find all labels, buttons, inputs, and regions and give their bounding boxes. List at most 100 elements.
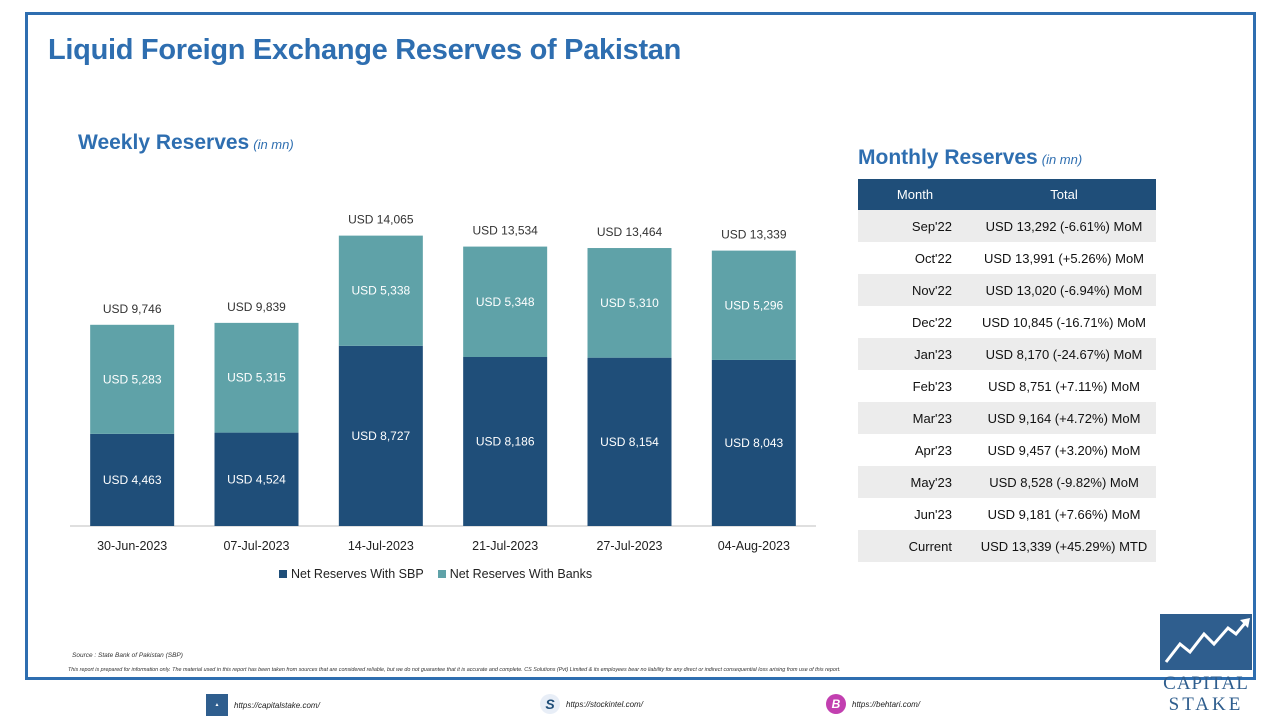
data-label-sbp: USD 4,463	[103, 473, 162, 487]
legend-swatch-sbp	[279, 570, 287, 578]
monthly-reserves-table: Month Total Sep'22 USD 13,292 (-6.61%) Mo…	[858, 179, 1156, 562]
cell-month: Nov'22	[858, 274, 972, 306]
table-row: May'23 USD 8,528 (-9.82%) MoM	[858, 466, 1156, 498]
data-label-banks: USD 5,348	[476, 295, 535, 309]
bar-sbp	[214, 432, 299, 526]
cell-total: USD 8,528 (-9.82%) MoM	[972, 466, 1156, 498]
cell-total: USD 13,339 (+45.29%) MTD	[972, 530, 1156, 562]
x-tick-label: 14-Jul-2023	[348, 539, 414, 553]
cell-month: Feb'23	[912, 378, 952, 394]
cell-month: Current	[858, 530, 972, 562]
table-row: Feb'23 USD 8,751 (+7.11%) MoM	[858, 370, 1156, 402]
x-tick-label: 07-Jul-2023	[223, 539, 289, 553]
monthly-title-unit: (in mn)	[1041, 152, 1083, 167]
logo-word-stake: STAKE	[1168, 694, 1244, 715]
bar-sbp	[90, 433, 175, 526]
source-note: Source : State Bank of Pakistan (SBP)	[72, 652, 183, 659]
table-row: Dec'22 USD 10,845 (-16.71%) MoM	[858, 306, 1156, 338]
data-label-banks: USD 5,315	[227, 371, 286, 385]
header-total: Total	[972, 179, 1156, 210]
cell-total: USD 9,181 (+7.66%) MoM	[987, 506, 1141, 522]
x-tick-label: 04-Aug-2023	[718, 539, 790, 553]
cell-total: USD 8,751 (+7.11%) MoM	[988, 378, 1140, 394]
table-row: Mar'23 USD 9,164 (+4.72%) MoM	[858, 402, 1156, 434]
capitalstake-icon: ▲	[206, 694, 228, 716]
cell-month: Mar'23	[858, 402, 972, 434]
behtari-icon: B	[826, 694, 846, 714]
x-tick-label: 21-Jul-2023	[472, 539, 538, 553]
logo-word-capital: CAPITAL	[1163, 673, 1249, 694]
data-label-sbp: USD 4,524	[227, 472, 286, 486]
footer-link-behtari-text[interactable]: https://behtari.com/	[852, 699, 921, 709]
bar-sbp	[338, 345, 423, 526]
header-month: Month	[858, 179, 972, 210]
bar-banks	[214, 322, 299, 433]
bar-sbp	[587, 357, 672, 526]
chart-legend: Net Reserves With SBP Net Reserves With …	[279, 567, 592, 581]
data-label-banks: USD 5,310	[600, 296, 659, 310]
data-label-banks: USD 5,296	[724, 298, 783, 312]
cell-total: USD 8,170 (-24.67%) MoM	[972, 338, 1156, 370]
bar-sbp	[711, 359, 796, 526]
cell-month: Apr'23	[914, 442, 952, 458]
legend-item-sbp: Net Reserves With SBP	[279, 567, 424, 581]
data-label-total: USD 13,464	[597, 225, 663, 239]
cell-total: USD 13,991 (+5.26%) MoM	[983, 250, 1145, 266]
legend-swatch-banks	[437, 570, 446, 578]
data-label-sbp: USD 8,727	[351, 429, 410, 443]
footer-link-capitalstake[interactable]: ▲ https://capitalstake.com/	[206, 694, 320, 716]
weekly-title-unit: (in mn)	[253, 137, 294, 152]
footer-link-stockintel[interactable]: S https://stockintel.com/	[540, 694, 643, 714]
footer-link-behtari[interactable]: B https://behtari.com/	[826, 694, 920, 714]
cell-month: Oct'22	[914, 250, 952, 266]
table-header-row: Month Total	[858, 179, 1156, 210]
table-row: Sep'22 USD 13,292 (-6.61%) MoM	[858, 210, 1156, 242]
cell-month: Jun'23	[914, 506, 952, 522]
cell-month: May'23	[858, 466, 972, 498]
x-tick-label: 30-Jun-2023	[97, 539, 167, 553]
data-label-sbp: USD 8,186	[476, 434, 535, 448]
table-row: Current USD 13,339 (+45.29%) MTD	[858, 530, 1156, 562]
bar-banks	[90, 324, 175, 434]
stockintel-icon: S	[540, 694, 560, 714]
data-label-sbp: USD 8,043	[724, 436, 783, 450]
data-label-total: USD 13,534	[472, 224, 538, 238]
cell-total: USD 13,020 (-6.94%) MoM	[972, 274, 1156, 306]
data-label-banks: USD 5,283	[103, 372, 162, 386]
cell-total: USD 9,457 (+3.20%) MoM	[987, 442, 1141, 458]
bar-sbp	[463, 356, 548, 526]
weekly-reserves-chart: USD 4,463 USD 5,283 USD 9,746 30-Jun-2023 US…	[70, 213, 816, 553]
table-row: Nov'22 USD 13,020 (-6.94%) MoM	[858, 274, 1156, 306]
data-label-total: USD 9,746	[103, 302, 162, 316]
footer-link-stockintel-text[interactable]: https://stockintel.com/	[566, 699, 643, 709]
table-row: Oct'22 USD 13,991 (+5.26%) MoM	[858, 242, 1156, 274]
data-label-total: USD 13,339	[721, 228, 787, 242]
cell-total: USD 9,164 (+4.72%) MoM	[972, 402, 1156, 434]
cell-month: Sep'22	[858, 210, 972, 242]
cell-month: Jan'23	[858, 338, 972, 370]
monthly-title-text: Monthly Reserves	[858, 146, 1038, 169]
table-row: Jun'23 USD 9,181 (+7.66%) MoM	[858, 498, 1156, 530]
legend-item-banks: Net Reserves With Banks	[437, 567, 593, 581]
page-title: Liquid Foreign Exchange Reserves of Paki…	[48, 34, 682, 66]
weekly-title-text: Weekly Reserves	[78, 131, 250, 154]
logo-chart-icon	[1160, 614, 1252, 670]
bar-banks	[338, 235, 423, 346]
bar-banks	[587, 248, 672, 358]
report-frame	[25, 12, 1256, 680]
data-label-sbp: USD 8,154	[600, 435, 659, 449]
data-label-total: USD 14,065	[348, 213, 414, 227]
x-tick-label: 27-Jul-2023	[596, 539, 662, 553]
weekly-reserves-title: Weekly Reserves (in mn)	[78, 131, 294, 155]
data-label-banks: USD 5,338	[351, 284, 410, 298]
data-label-total: USD 9,839	[227, 300, 286, 314]
table-row: Jan'23 USD 8,170 (-24.67%) MoM	[858, 338, 1156, 370]
legend-label-banks: Net Reserves With Banks	[449, 567, 593, 581]
cell-total: USD 13,292 (-6.61%) MoM	[972, 210, 1156, 242]
bar-banks	[711, 250, 796, 360]
disclaimer-text: This report is prepared for information …	[68, 667, 841, 673]
capital-stake-logo: CAPITAL STAKE	[1160, 614, 1252, 715]
bar-banks	[463, 246, 548, 357]
cell-total: USD 10,845 (-16.71%) MoM	[981, 314, 1146, 330]
footer-link-capitalstake-text[interactable]: https://capitalstake.com/	[234, 700, 320, 710]
